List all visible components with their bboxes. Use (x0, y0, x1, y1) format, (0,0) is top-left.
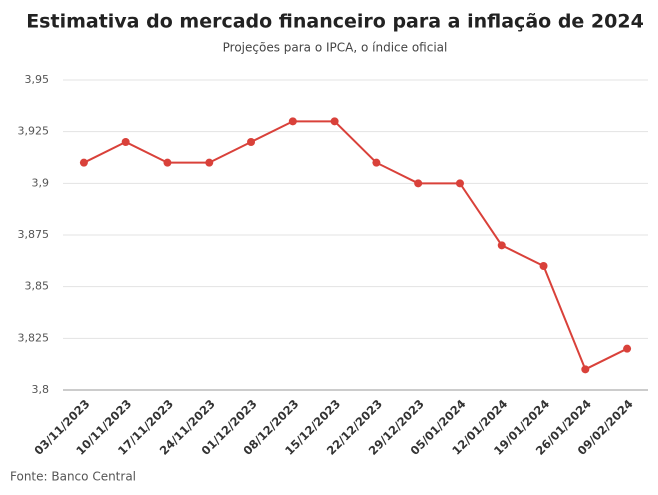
source: Fonte: Banco Central (10, 470, 136, 484)
y-tick-label: 3,875 (18, 228, 50, 241)
point (497, 241, 506, 250)
y-tick-label: 3,95 (25, 73, 50, 86)
point (247, 138, 256, 146)
y-tick-label: 3,8 (32, 383, 50, 396)
point (330, 117, 339, 126)
point (79, 158, 88, 167)
chart-subtitle: Projeções para o IPCA, o índice oficial (223, 41, 448, 55)
point (288, 117, 297, 126)
y-tick-label: 3,85 (25, 280, 50, 293)
point (372, 158, 381, 167)
point (414, 179, 423, 188)
point (623, 344, 632, 353)
point (455, 179, 464, 188)
point (163, 158, 172, 167)
point (121, 138, 130, 146)
y-tick-label: 3,925 (18, 125, 50, 138)
line (83, 120, 628, 371)
point (581, 365, 590, 374)
point (205, 158, 214, 167)
chart-title: Estimativa do mercado financeiro para a … (26, 11, 644, 33)
point (539, 262, 548, 270)
y-tick-label: 3,825 (18, 331, 50, 344)
y-tick-label: 3,9 (32, 176, 50, 189)
